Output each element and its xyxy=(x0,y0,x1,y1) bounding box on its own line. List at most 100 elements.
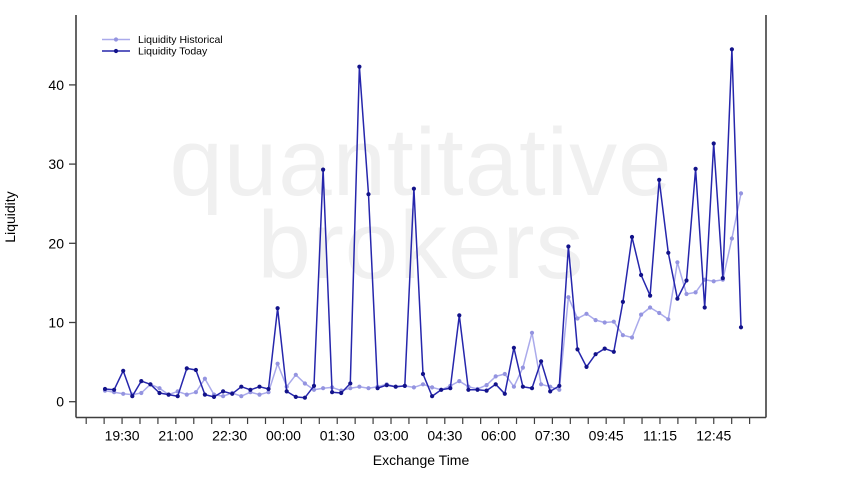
data-point xyxy=(557,383,562,388)
data-point xyxy=(302,381,307,386)
x-tick-label: 07:30 xyxy=(535,428,570,444)
x-tick-label: 03:00 xyxy=(374,428,409,444)
data-point xyxy=(548,389,553,394)
data-point xyxy=(593,318,598,323)
data-point xyxy=(693,166,698,171)
data-point xyxy=(221,389,226,394)
data-point xyxy=(384,383,389,388)
data-point xyxy=(157,386,162,391)
data-point xyxy=(602,346,607,351)
data-point xyxy=(411,186,416,191)
data-point xyxy=(330,390,335,395)
data-point xyxy=(539,359,544,364)
data-point xyxy=(257,384,262,389)
data-point xyxy=(584,364,589,369)
data-point xyxy=(720,276,725,281)
data-point xyxy=(493,374,498,379)
data-point xyxy=(639,272,644,278)
axes xyxy=(75,15,767,419)
data-point xyxy=(202,392,207,397)
data-point xyxy=(502,391,507,396)
data-point xyxy=(193,390,198,395)
data-point xyxy=(657,310,662,316)
data-point xyxy=(375,386,380,391)
data-point xyxy=(584,311,589,316)
data-point xyxy=(611,319,616,324)
data-point xyxy=(457,379,462,384)
data-point xyxy=(121,391,126,396)
data-point xyxy=(130,394,135,399)
data-point xyxy=(402,383,407,388)
data-point xyxy=(275,361,280,366)
data-point xyxy=(184,392,189,397)
data-point xyxy=(357,64,362,69)
data-point xyxy=(420,371,426,377)
data-point xyxy=(239,384,244,389)
data-point xyxy=(293,372,298,377)
data-point xyxy=(566,295,571,300)
data-point xyxy=(702,305,707,310)
data-point xyxy=(666,250,671,255)
data-point xyxy=(357,384,362,389)
data-point xyxy=(266,390,271,395)
data-point xyxy=(738,191,744,196)
legend-marker xyxy=(113,37,119,42)
data-point xyxy=(629,335,635,340)
data-point xyxy=(466,387,471,392)
data-point xyxy=(484,383,489,388)
data-point xyxy=(511,345,516,350)
data-point xyxy=(520,384,526,389)
data-point xyxy=(393,384,398,389)
data-point xyxy=(575,347,580,352)
data-point xyxy=(620,333,626,338)
data-point xyxy=(411,385,416,390)
data-point xyxy=(666,317,671,322)
data-point xyxy=(248,387,253,392)
data-point xyxy=(620,299,626,304)
x-tick-label: 12:45 xyxy=(696,428,731,444)
x-tick-label: 06:00 xyxy=(481,428,516,444)
data-point xyxy=(529,330,535,335)
data-point xyxy=(339,390,344,396)
data-point xyxy=(520,365,526,370)
data-point xyxy=(430,385,435,390)
data-point xyxy=(457,313,462,318)
data-point xyxy=(321,386,326,391)
data-point xyxy=(257,392,262,397)
data-point xyxy=(211,394,217,399)
data-point xyxy=(648,305,653,310)
x-tick-label: 09:45 xyxy=(589,428,624,444)
legend-label: Liquidity Today xyxy=(138,46,208,58)
x-axis-ticks: 19:30 21:00 22:30 00:00 01:30 03:00 04:30 06:00… xyxy=(85,417,751,444)
legend-label: Liquidity Historical xyxy=(138,34,223,46)
data-point xyxy=(311,387,317,392)
data-point xyxy=(239,394,244,399)
data-point xyxy=(139,390,144,396)
data-point xyxy=(193,367,198,373)
data-point xyxy=(566,244,571,249)
legend-marker xyxy=(113,48,119,54)
data-point xyxy=(575,316,580,321)
data-point xyxy=(511,384,516,389)
series-liquidity-today xyxy=(102,47,744,400)
series-line xyxy=(104,48,742,399)
data-point xyxy=(293,394,298,399)
data-point xyxy=(657,177,662,182)
y-tick-label: 20 xyxy=(48,235,64,251)
data-point xyxy=(484,388,489,393)
data-point xyxy=(675,296,680,301)
data-point xyxy=(639,312,644,317)
data-point xyxy=(321,167,326,172)
x-tick-label: 11:15 xyxy=(643,428,677,444)
data-point xyxy=(602,320,607,325)
data-point xyxy=(166,392,171,397)
data-point xyxy=(420,382,426,387)
data-point xyxy=(121,368,126,373)
data-point xyxy=(112,387,117,392)
data-point xyxy=(221,394,226,399)
x-tick-label: 21:00 xyxy=(158,428,193,444)
data-point xyxy=(493,382,498,387)
data-point xyxy=(284,389,289,394)
